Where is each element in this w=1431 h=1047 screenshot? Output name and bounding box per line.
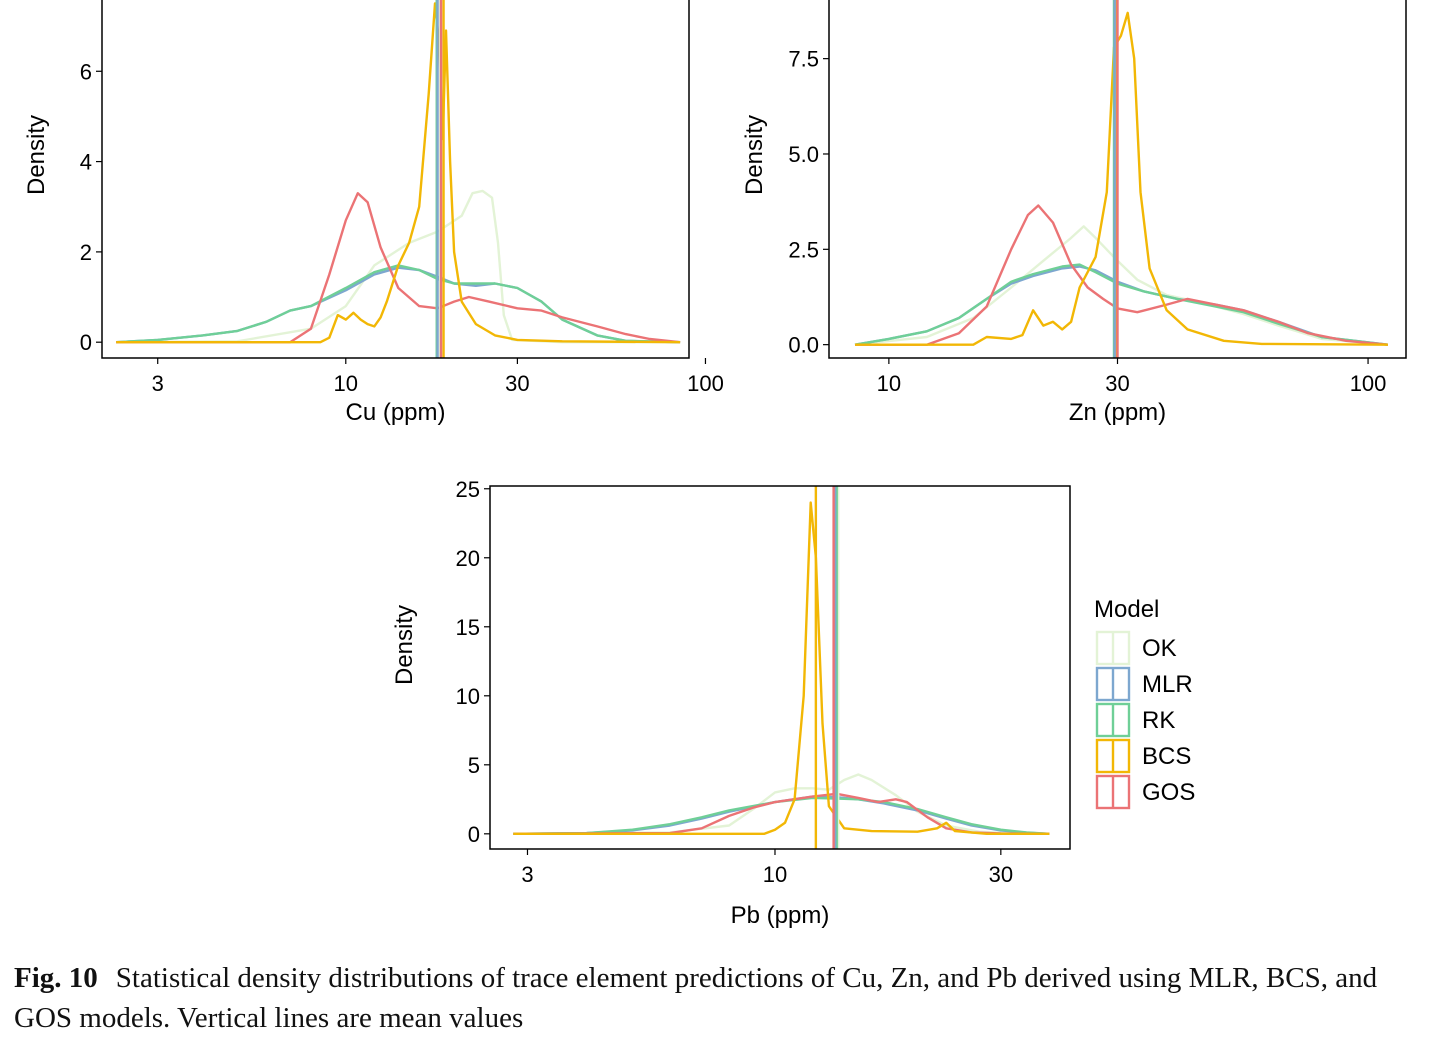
pb-plot-frame xyxy=(489,485,1071,850)
zn-gos-density-curve xyxy=(855,204,1389,346)
pb-x-tick-label: 3 xyxy=(521,862,533,887)
caption-text: Statistical density distributions of tra… xyxy=(14,962,1378,1034)
pb-y-tick-label: 10 xyxy=(456,684,480,709)
zn-y-tick-label: 7.5 xyxy=(788,47,819,72)
pb-y-tick-label: 5 xyxy=(468,753,480,778)
pb-gos-density-curve xyxy=(513,792,1050,835)
pb-y-tick-label: 0 xyxy=(468,822,480,847)
zn-bcs-density-curve xyxy=(855,11,1388,346)
cu-x-tick-label: 3 xyxy=(152,371,164,396)
zn-y-axis-title: Density xyxy=(741,115,768,195)
pb-rk-density-curve xyxy=(513,796,1050,835)
cu-y-tick-label: 0 xyxy=(80,330,92,355)
zn-y-tick-label: 0.0 xyxy=(788,333,819,358)
cu-rk-density-curve xyxy=(116,264,681,344)
zn-y-tick-label: 2.5 xyxy=(788,237,819,262)
model-legend: Model OK MLR RK BCS GOS xyxy=(1094,596,1195,810)
zn-ok-density-curve xyxy=(854,225,1389,346)
pb-y-axis-title: Density xyxy=(391,605,418,685)
cu-bcs-density-curve xyxy=(116,2,681,344)
cu-y-tick-label: 6 xyxy=(80,59,92,84)
zn-y-tick-label: 5.0 xyxy=(788,142,819,167)
zn-plot-area xyxy=(854,0,1389,358)
zn-density-panel: 10 30 100 0.0 2.5 5.0 7.5 Zn (ppm) Density xyxy=(741,0,1407,426)
pb-plot-area xyxy=(513,486,1050,849)
pb-x-tick-label: 10 xyxy=(763,862,787,887)
legend-label-mlr: MLR xyxy=(1142,671,1193,698)
cu-density-panel: 3 10 30 100 0 2 4 6 Cu (ppm) Density xyxy=(23,0,724,426)
zn-x-tick-label: 30 xyxy=(1105,371,1129,396)
cu-plot-area xyxy=(116,0,681,358)
cu-y-tick-label: 4 xyxy=(80,150,92,175)
legend-label-rk: RK xyxy=(1142,707,1175,734)
pb-y-tick-label: 20 xyxy=(456,546,480,571)
cu-y-axis-title: Density xyxy=(23,115,50,195)
cu-x-tick-label: 30 xyxy=(505,371,529,396)
legend-label-bcs: BCS xyxy=(1142,743,1191,770)
pb-y-tick-label: 25 xyxy=(456,477,480,502)
pb-x-tick-label: 30 xyxy=(989,862,1013,887)
pb-density-panel: 3 10 30 0 5 10 15 20 25 Pb (ppm) Density xyxy=(391,477,1071,929)
pb-x-axis-title: Pb (ppm) xyxy=(731,902,830,929)
zn-rk-density-curve xyxy=(854,263,1389,346)
legend-title: Model xyxy=(1094,596,1159,623)
figure-label: Fig. 10 xyxy=(14,962,98,994)
legend-label-gos: GOS xyxy=(1142,779,1195,806)
pb-bcs-density-curve xyxy=(513,501,1050,835)
cu-mlr-density-curve xyxy=(116,266,681,344)
zn-x-tick-label: 10 xyxy=(877,371,901,396)
cu-x-axis-title: Cu (ppm) xyxy=(345,399,445,426)
zn-x-axis-title: Zn (ppm) xyxy=(1069,399,1166,426)
pb-y-tick-label: 15 xyxy=(456,615,480,640)
cu-x-tick-label: 100 xyxy=(687,371,724,396)
figure-caption: Fig. 10 Statistical density distributions… xyxy=(14,958,1419,1038)
cu-plot-frame xyxy=(101,0,690,359)
cu-x-tick-label: 10 xyxy=(334,371,358,396)
pb-ok-density-curve xyxy=(513,773,1050,835)
cu-y-tick-label: 2 xyxy=(80,240,92,265)
zn-x-tick-label: 100 xyxy=(1350,371,1387,396)
legend-label-ok: OK xyxy=(1142,635,1177,662)
cu-ok-density-curve xyxy=(116,189,681,344)
